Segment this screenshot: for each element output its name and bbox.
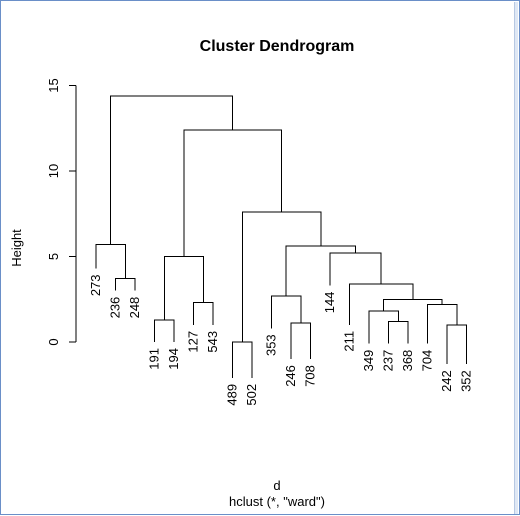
merge-link [110,95,234,245]
leaf-label: 248 [127,297,142,319]
leaf-label: 352 [459,370,474,392]
leaf-label: 502 [244,384,259,406]
leaf-label: 194 [166,348,181,370]
merge-link [446,324,467,365]
x-axis-label: d [273,478,280,493]
leaf-label: 211 [342,331,357,352]
leaf-label: 236 [108,297,123,319]
merge-link [95,244,126,279]
chart-title: Cluster Dendrogram [200,38,355,55]
method-sublabel: hclust (*, "ward") [229,494,325,509]
leaf-labels: 273 236 248 191 194 127 543 489 502 353 246 708 144 2… [88,274,474,405]
leaf-label: 246 [283,365,298,387]
y-tick-label: 5 [46,253,61,260]
y-axis-label: Height [9,229,24,267]
y-tick-label: 15 [46,78,61,92]
scrollbar[interactable] [514,2,518,514]
y-tick-label: 10 [46,164,61,178]
leaf-label: 349 [361,350,376,372]
merge-link [183,129,283,257]
merge-link [290,322,311,360]
merge-link [349,283,414,325]
merge-link [368,310,399,344]
y-axis: 0 5 10 15 [46,78,77,346]
leaf-label: 144 [322,292,337,314]
leaf-label: 368 [400,350,415,372]
leaf-label: 127 [186,331,201,353]
merge-link [115,278,136,291]
merge-link [193,302,214,325]
merge-link [285,245,357,296]
merge-link [388,320,409,344]
merge-link [329,252,382,286]
leaf-label: 273 [88,274,103,296]
merge-link [383,298,443,312]
merge-link [154,319,175,342]
leaf-label: 191 [147,348,162,370]
leaf-label: 237 [381,350,396,372]
leaf-label: 353 [264,334,279,356]
merge-link [427,303,458,344]
y-tick-label: 0 [46,338,61,345]
merge-link [232,341,253,378]
merge-link [163,256,204,320]
leaf-label: 543 [205,331,220,353]
leaf-label: 489 [225,384,240,406]
dendrogram-links [95,95,467,378]
leaf-label: 708 [303,365,318,387]
merge-link [241,211,322,342]
leaf-label: 704 [420,350,435,372]
leaf-label: 242 [439,370,454,392]
